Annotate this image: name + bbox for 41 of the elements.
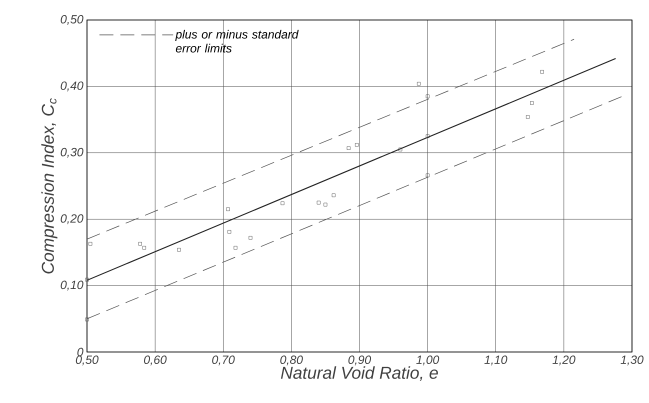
point (85, 278, 89, 282)
x-tick-label: 1,10 (484, 356, 508, 366)
point (416, 82, 421, 86)
x-tick-label: 1,00 (416, 356, 440, 366)
point (354, 143, 359, 147)
point (226, 207, 230, 212)
point (85, 318, 89, 322)
x-axis-title: Natural Void Ratio, e (280, 366, 438, 381)
point (332, 194, 336, 198)
y-tick-label: 0,40 (60, 81, 84, 92)
point (540, 70, 544, 74)
y-tick-label: 0,10 (60, 280, 84, 291)
point (234, 246, 238, 250)
point (346, 146, 350, 150)
point (142, 246, 146, 250)
x-tick-label: 1,20 (552, 356, 576, 366)
point (526, 115, 530, 119)
point (398, 148, 402, 152)
point (530, 101, 534, 105)
y-axis-title: Compression Index, C$_{c}$ (41, 98, 58, 274)
y-tick-label: 0 (77, 348, 84, 356)
point (426, 94, 430, 98)
point (228, 230, 232, 234)
y-tick-label: 0,20 (60, 214, 84, 224)
point (177, 248, 181, 252)
x-tick-label: 0,60 (144, 356, 167, 366)
point (138, 242, 142, 246)
x-tick-label: 0,70 (212, 356, 235, 366)
x-tick-label: 0,50 (76, 356, 99, 366)
point (88, 242, 92, 246)
point (248, 236, 252, 240)
point (280, 201, 284, 206)
point (316, 200, 320, 204)
point (324, 202, 328, 206)
x-tick-label: 1,30 (620, 356, 644, 366)
x-tick-label: 0,80 (280, 356, 303, 366)
y-tick-label: 0,50 (60, 15, 84, 25)
point (426, 174, 430, 178)
y-tick-label: 0,30 (60, 148, 84, 158)
point (426, 134, 430, 138)
x-tick-label: 0,90 (348, 356, 372, 366)
